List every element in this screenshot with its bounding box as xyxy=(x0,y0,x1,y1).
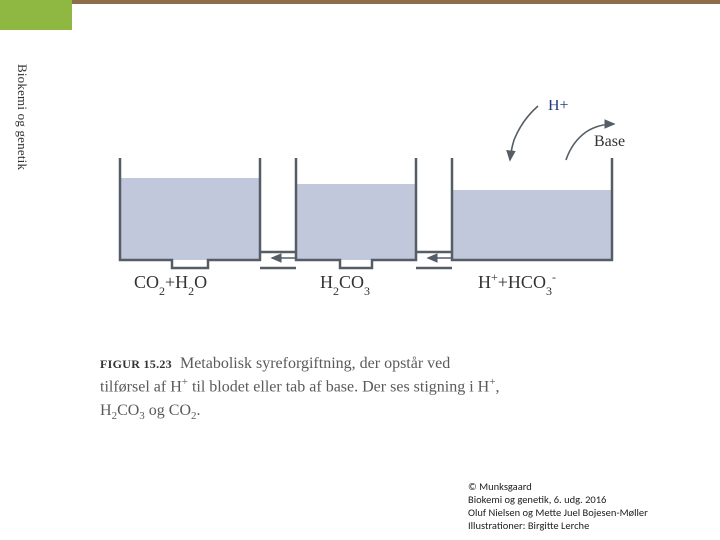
caption-l3b: CO xyxy=(117,402,139,419)
caption-l2b: til blodet eller tab af base. Der ses st… xyxy=(188,379,489,396)
copyright-line4: Illustrationer: Birgitte Lerche xyxy=(468,519,712,532)
caption-l2a: tilførsel af H xyxy=(100,379,182,396)
caption-l3d: . xyxy=(197,402,201,419)
copyright-line1: © Munksgaard xyxy=(468,480,712,493)
side-title: Biokemi og genetik xyxy=(14,64,30,170)
hplus-inflow: H+ xyxy=(510,100,569,160)
base-outflow: Base xyxy=(566,124,625,160)
beaker-3-label: H++HCO3- xyxy=(478,270,556,298)
beaker-1: CO2+H2O xyxy=(120,158,260,298)
header-accent xyxy=(0,0,72,30)
figure-number: FIGUR 15.23 xyxy=(100,357,172,371)
copyright-line3: Oluf Nielsen og Mette Juel Bojesen-Mølle… xyxy=(468,506,712,519)
header-rule xyxy=(0,0,720,30)
chemistry-diagram: CO2+H2O H2CO3 H++HCO3- H+ Base xyxy=(100,100,640,340)
hplus-label: H+ xyxy=(548,100,569,114)
copyright-block: © Munksgaard Biokemi og genetik, 6. udg.… xyxy=(460,474,720,540)
figure-caption: FIGUR 15.23 Metabolisk syreforgiftning, d… xyxy=(100,352,580,425)
caption-line1: Metabolisk syreforgiftning, der opstår v… xyxy=(180,355,450,372)
copyright-line2: Biokemi og genetik, 6. udg. 2016 xyxy=(468,493,712,506)
beaker-2-label: H2CO3 xyxy=(320,272,370,298)
beaker-2: H2CO3 xyxy=(296,158,416,298)
beaker-3: H++HCO3- xyxy=(452,158,612,298)
base-label: Base xyxy=(594,133,625,150)
beaker-1-label: CO2+H2O xyxy=(134,272,207,298)
figure: CO2+H2O H2CO3 H++HCO3- H+ Base xyxy=(100,100,640,340)
caption-l3a: H xyxy=(100,402,112,419)
caption-l2c: , xyxy=(495,379,499,396)
caption-l3c: og CO xyxy=(145,402,191,419)
